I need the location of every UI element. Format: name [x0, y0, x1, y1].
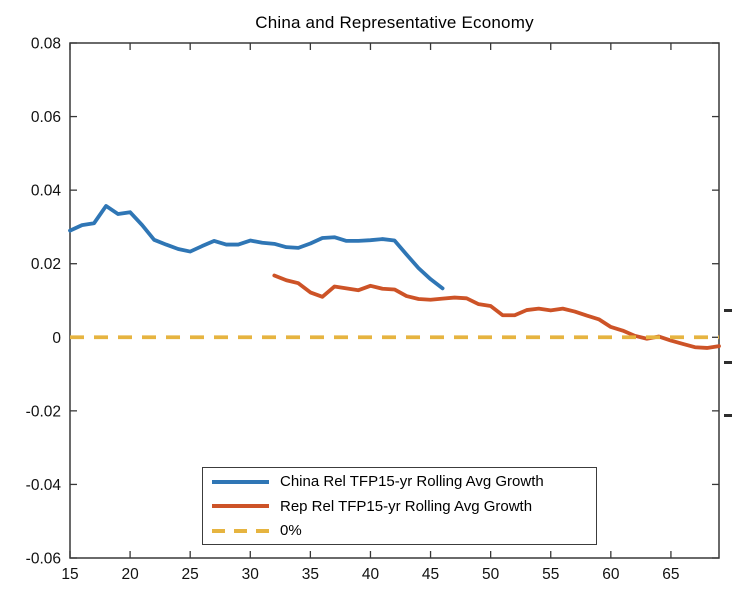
- right-axis-outside-tick: [724, 361, 732, 364]
- y-tick-label: -0.02: [26, 403, 61, 420]
- legend: China Rel TFP15-yr Rolling Avg Growth Re…: [202, 467, 597, 545]
- y-tick-label: -0.06: [26, 551, 61, 568]
- legend-label-china: China Rel TFP15-yr Rolling Avg Growth: [280, 473, 544, 490]
- y-tick-label: 0.04: [31, 183, 62, 200]
- series-line-1: [272, 273, 721, 350]
- axes-box: [69, 42, 720, 559]
- legend-label-zero: 0%: [280, 522, 302, 539]
- y-tick-label: 0.06: [31, 109, 61, 126]
- x-tick-label: 15: [61, 566, 78, 583]
- legend-item-china: China Rel TFP15-yr Rolling Avg Growth: [212, 471, 596, 493]
- x-tick-label: 50: [482, 566, 500, 583]
- legend-item-zero: 0%: [212, 520, 596, 542]
- x-tick-label: 55: [542, 566, 559, 583]
- y-tick-label: -0.04: [26, 477, 62, 494]
- right-axis-outside-tick: [724, 414, 732, 417]
- chart-title: China and Representative Economy: [255, 13, 534, 32]
- legend-label-rep: Rep Rel TFP15-yr Rolling Avg Growth: [280, 497, 533, 515]
- x-tick-label: 65: [662, 566, 679, 583]
- legend-line-sample-zero: [212, 528, 269, 533]
- x-tick-label: 20: [121, 566, 139, 583]
- x-tick-label: 45: [422, 566, 439, 583]
- y-tick-label: 0.08: [31, 36, 61, 53]
- x-tick-label: 40: [362, 566, 380, 583]
- legend-line-sample-rep: [212, 504, 269, 508]
- y-tick-label: 0.02: [31, 256, 61, 273]
- y-tick-label: 0: [52, 330, 61, 347]
- right-axis-outside-tick: [724, 309, 732, 312]
- legend-line-sample-china: [212, 479, 269, 484]
- x-tick-label: 35: [302, 566, 319, 583]
- legend-item-rep: Rep Rel TFP15-yr Rolling Avg Growth: [212, 495, 596, 517]
- x-tick-label: 30: [242, 566, 260, 583]
- x-tick-label: 60: [602, 566, 620, 583]
- x-tick-label: 25: [182, 566, 199, 583]
- series-line-0: [68, 204, 445, 291]
